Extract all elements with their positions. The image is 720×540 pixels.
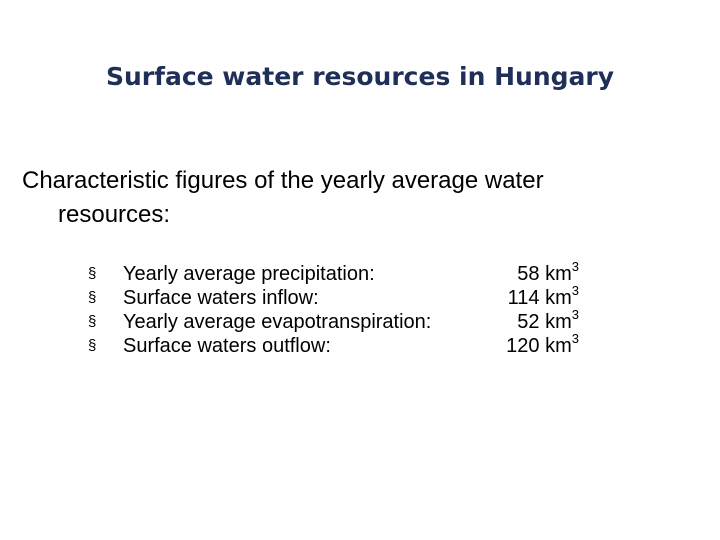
item-label: Surface waters outflow: [123, 335, 331, 357]
bullet-icon: § [88, 265, 97, 282]
bullet-icon: § [88, 289, 97, 306]
slide-title: Surface water resources in Hungary [105, 62, 615, 91]
list-item-inflow: § Surface waters inflow: 114 km3 [0, 283, 720, 310]
item-value: 52 km3 [517, 307, 579, 333]
intro-line-1: Characteristic figures of the yearly ave… [22, 167, 544, 194]
item-value: 120 km3 [506, 331, 579, 357]
list-item-precipitation: § Yearly average precipitation: 58 km3 [0, 259, 720, 286]
item-label: Surface waters inflow: [123, 287, 319, 309]
bullet-icon: § [88, 337, 97, 354]
resource-list: § Yearly average precipitation: 58 km3 §… [0, 259, 720, 358]
list-item-outflow: § Surface waters outflow: 120 km3 [0, 331, 720, 358]
intro-line-2: resources: [58, 201, 171, 228]
item-label: Yearly average evapotranspiration: [123, 311, 432, 333]
item-value: 114 km3 [507, 283, 579, 309]
item-value: 58 km3 [517, 259, 579, 285]
list-item-evapotranspiration: § Yearly average evapotranspiration: 52 … [0, 307, 720, 334]
item-label: Yearly average precipitation: [123, 263, 375, 285]
intro-text: Characteristic figures of the yearly ave… [22, 164, 544, 232]
bullet-icon: § [88, 313, 97, 330]
